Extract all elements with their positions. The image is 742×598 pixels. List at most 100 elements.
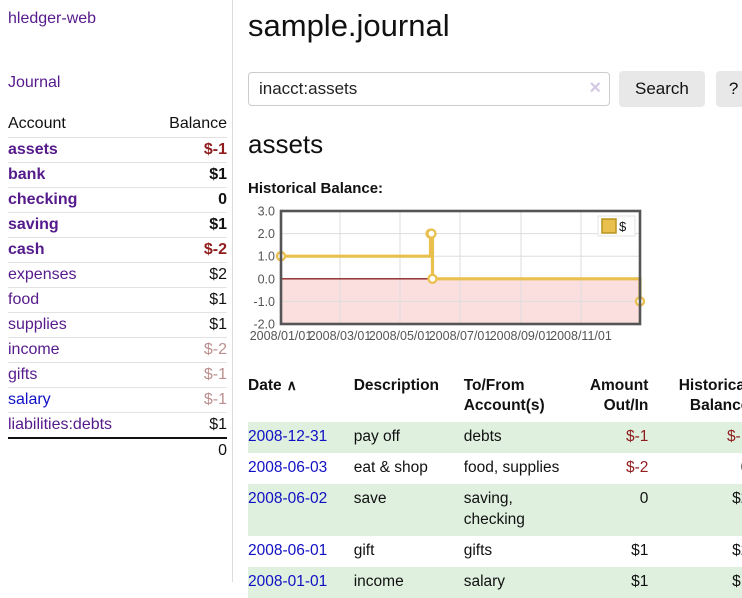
account-balance: $-1 — [148, 362, 227, 388]
register-table-body: 2008-12-31 pay off debts $-1 $-1 2008-06-03 ea… — [248, 422, 742, 598]
app-title-link[interactable]: hledger-web — [8, 10, 97, 27]
account-balance: 0 — [148, 187, 227, 213]
transaction-amount: $1 — [631, 572, 649, 590]
search-button[interactable]: Search — [619, 71, 705, 107]
account-link-salary[interactable]: salary — [8, 391, 51, 408]
transaction-amount: $1 — [631, 541, 649, 559]
register-header-date[interactable]: Date ∧ — [248, 377, 297, 394]
account-heading: assets — [248, 129, 324, 159]
register-header-description: Description — [353, 377, 439, 394]
accounts-table: Account Balance assets $-1 bank $1 checking 0… — [8, 112, 227, 463]
transaction-date-link[interactable]: 2008-12-31 — [248, 428, 328, 446]
x-axis-tick-label: 2008/09/01 — [490, 329, 553, 343]
transaction-balance: $2 — [732, 490, 742, 508]
transaction-date-link[interactable]: 2008-06-01 — [248, 541, 328, 559]
transaction-date-link[interactable]: 2008-01-01 — [248, 572, 328, 590]
accounts-header-row: Account Balance — [8, 112, 227, 138]
plot-border — [279, 209, 642, 326]
account-link-bank[interactable]: bank — [8, 166, 46, 183]
account-balance: $1 — [148, 287, 227, 313]
data-point-marker — [426, 228, 437, 239]
accounts-total-value: 0 — [148, 437, 227, 463]
clear-search-icon[interactable]: × — [589, 77, 601, 100]
legend-label: $ — [619, 219, 627, 234]
main-content: sample.journal × Search ? assets Histori… — [233, 0, 742, 598]
y-axis-tick-label: -2.0 — [253, 318, 275, 332]
transaction-date-link[interactable]: 2008-06-03 — [248, 459, 328, 477]
register-row: 2008-06-01 gift gifts $1 $2 — [248, 536, 742, 567]
account-link-assets[interactable]: assets — [8, 141, 58, 158]
account-link-saving[interactable]: saving — [8, 216, 59, 233]
account-balance: $1 — [148, 312, 227, 338]
account-balance: $-2 — [148, 337, 227, 363]
register-row: 2008-06-02 save saving, checking 0 $2 — [248, 484, 742, 536]
page-title: sample.journal — [248, 8, 450, 43]
account-balance: $-1 — [148, 387, 227, 413]
transaction-amount: 0 — [639, 490, 649, 508]
register-row: 2008-12-31 pay off debts $-1 $-1 — [248, 422, 742, 454]
account-balance: $-2 — [148, 237, 227, 263]
transaction-description: income — [353, 572, 404, 590]
x-axis-tick-label: 2008/03/01 — [309, 329, 372, 343]
account-link-gifts[interactable]: gifts — [8, 366, 38, 383]
transaction-accounts: saving, checking — [463, 490, 525, 529]
accounts-header-balance: Balance — [169, 115, 227, 132]
transaction-description: pay off — [353, 428, 400, 446]
account-row: checking 0 — [8, 187, 227, 213]
y-axis-tick-label: 3.0 — [258, 205, 275, 219]
chart-wrap: $3.0 2.0 1.0 0.0 -1.0 -2.0 2008/01/01 2008/03/0… — [248, 205, 742, 360]
transaction-description: save — [353, 490, 387, 508]
register-row: 2008-06-03 eat & shop food, supplies $-2 0 — [248, 453, 742, 484]
search-input[interactable] — [248, 72, 610, 106]
sort-ascending-icon: ∧ — [286, 377, 297, 393]
account-link-supplies[interactable]: supplies — [8, 316, 67, 333]
account-row: gifts $-1 — [8, 362, 227, 388]
transaction-balance: $-1 — [726, 428, 742, 446]
y-axis-tick-label: 0.0 — [258, 272, 275, 286]
transaction-balance: $1 — [732, 572, 742, 590]
accounts-header-account: Account — [8, 115, 66, 132]
sidebar: hledger-web Journal Account Balance asse… — [0, 0, 233, 582]
x-axis-tick-label: 2008/05/01 — [369, 329, 432, 343]
account-link-income[interactable]: income — [8, 341, 60, 358]
transaction-description: gift — [353, 541, 375, 559]
account-balance: $2 — [148, 262, 227, 288]
transaction-description: eat & shop — [353, 459, 428, 477]
account-balance: $-1 — [148, 137, 227, 163]
transaction-date-link[interactable]: 2008-06-02 — [248, 490, 328, 508]
register-header-historical-balance: Historical Balance — [678, 377, 742, 415]
historical-balance-chart: $3.0 2.0 1.0 0.0 -1.0 -2.02008/01/012008/03/0… — [250, 205, 646, 343]
account-balance: $1 — [148, 412, 227, 438]
transaction-amount: $-2 — [625, 459, 649, 477]
account-link-liabilities-debts[interactable]: liabilities:debts — [8, 416, 113, 433]
account-row: supplies $1 — [8, 312, 227, 338]
search-box: × — [248, 72, 610, 106]
y-axis-tick-label: -1.0 — [253, 295, 275, 309]
accounts-total-spacer — [8, 437, 149, 463]
register-table: Date ∧ Description To/From Account(s) Amount… — [248, 376, 742, 598]
account-row: income $-2 — [8, 337, 227, 363]
accounts-total-row: 0 — [8, 437, 227, 463]
account-link-cash[interactable]: cash — [8, 241, 45, 258]
sidebar-item-journal[interactable]: Journal — [8, 74, 61, 91]
register-row: 2008-01-01 income salary $1 $1 — [248, 566, 742, 598]
account-row: saving $1 — [8, 212, 227, 238]
account-row: bank $1 — [8, 162, 227, 188]
help-button[interactable]: ? — [715, 71, 742, 107]
account-link-checking[interactable]: checking — [8, 191, 78, 208]
account-row: salary $-1 — [8, 387, 227, 413]
account-row: expenses $2 — [8, 262, 227, 288]
register-header-amount-out-in: Amount Out/In — [589, 377, 649, 415]
account-link-food[interactable]: food — [8, 291, 40, 308]
account-link-expenses[interactable]: expenses — [8, 266, 77, 283]
transaction-accounts: debts — [463, 428, 502, 446]
transaction-accounts: gifts — [463, 541, 493, 559]
transaction-amount: $-1 — [625, 428, 649, 446]
chart-title: Historical Balance: — [248, 180, 384, 197]
register-header-to-from-account-s-: To/From Account(s) — [463, 377, 545, 415]
search-row: × Search ? — [248, 71, 742, 107]
transaction-accounts: food, supplies — [463, 459, 560, 477]
account-balance: $1 — [148, 212, 227, 238]
x-axis-tick-label: 2008/01/01 — [250, 329, 313, 343]
